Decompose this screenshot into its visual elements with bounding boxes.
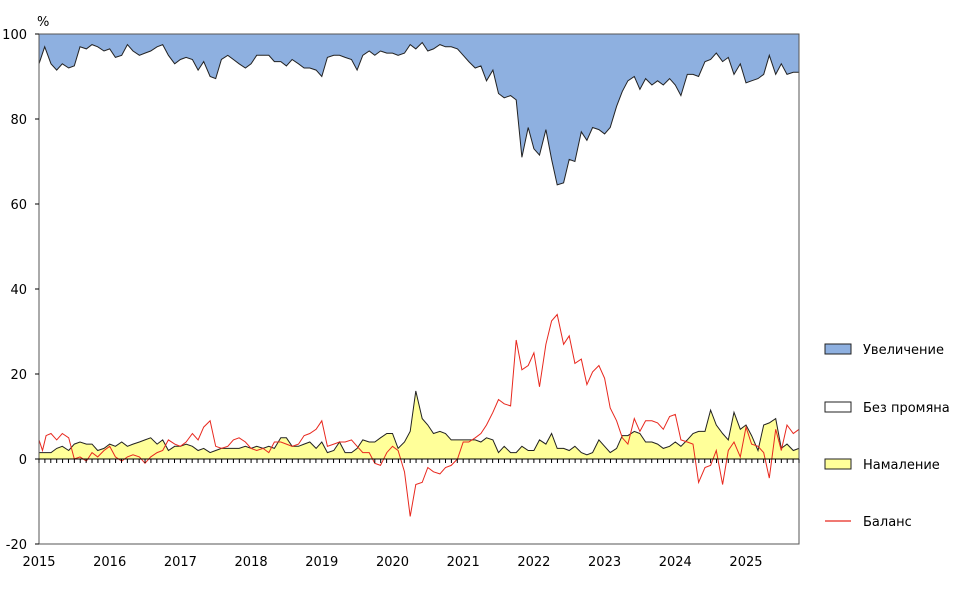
x-tick-label: 2022: [517, 555, 550, 570]
legend-no-change-swatch: [824, 401, 852, 413]
y-axis: -20 0 20 40 60 80 100: [2, 28, 39, 553]
no-change-area: [39, 42, 799, 455]
x-axis: 2015 2016 2017 2018 2019 2020 2021 2022 2023 2024…: [22, 555, 762, 570]
legend-decrease-label: Намаление: [863, 458, 940, 473]
plot-area: [38, 33, 800, 545]
legend-increase-swatch: [824, 343, 852, 355]
decrease-area: [39, 391, 799, 459]
legend-no-change-label: Без промяна: [863, 401, 950, 416]
y-tick-label: 60: [10, 198, 27, 213]
x-tick-label: 2021: [447, 555, 480, 570]
x-tick-label: 2019: [305, 555, 338, 570]
y-tick-label: 0: [19, 453, 27, 468]
x-tick-label: 2015: [22, 555, 55, 570]
x-tick-label: 2018: [235, 555, 268, 570]
x-tick-label: 2020: [376, 555, 409, 570]
y-tick-label: 80: [10, 113, 27, 128]
legend: Увеличение Без промяна Намаление Баланс: [824, 343, 950, 530]
balance-line: [38, 313, 800, 517]
legend-decrease-swatch: [824, 458, 852, 470]
y-tick-label: 100: [2, 28, 27, 43]
x-tick-label: 2025: [729, 555, 762, 570]
legend-increase-label: Увеличение: [863, 343, 944, 358]
y-tick-label: 40: [10, 283, 27, 298]
y-tick-label: -20: [6, 538, 27, 553]
x-tick-label: 2017: [164, 555, 197, 570]
x-tick-label: 2024: [659, 555, 692, 570]
legend-balance-label: Баланс: [863, 515, 912, 530]
increase-area: [39, 34, 799, 185]
x-tick-label: 2023: [588, 555, 621, 570]
y-tick-label: 20: [10, 368, 27, 383]
increase-boundary-line: [38, 41, 799, 186]
y-axis-unit-label: %: [37, 15, 49, 30]
x-tick-label: 2016: [93, 555, 126, 570]
